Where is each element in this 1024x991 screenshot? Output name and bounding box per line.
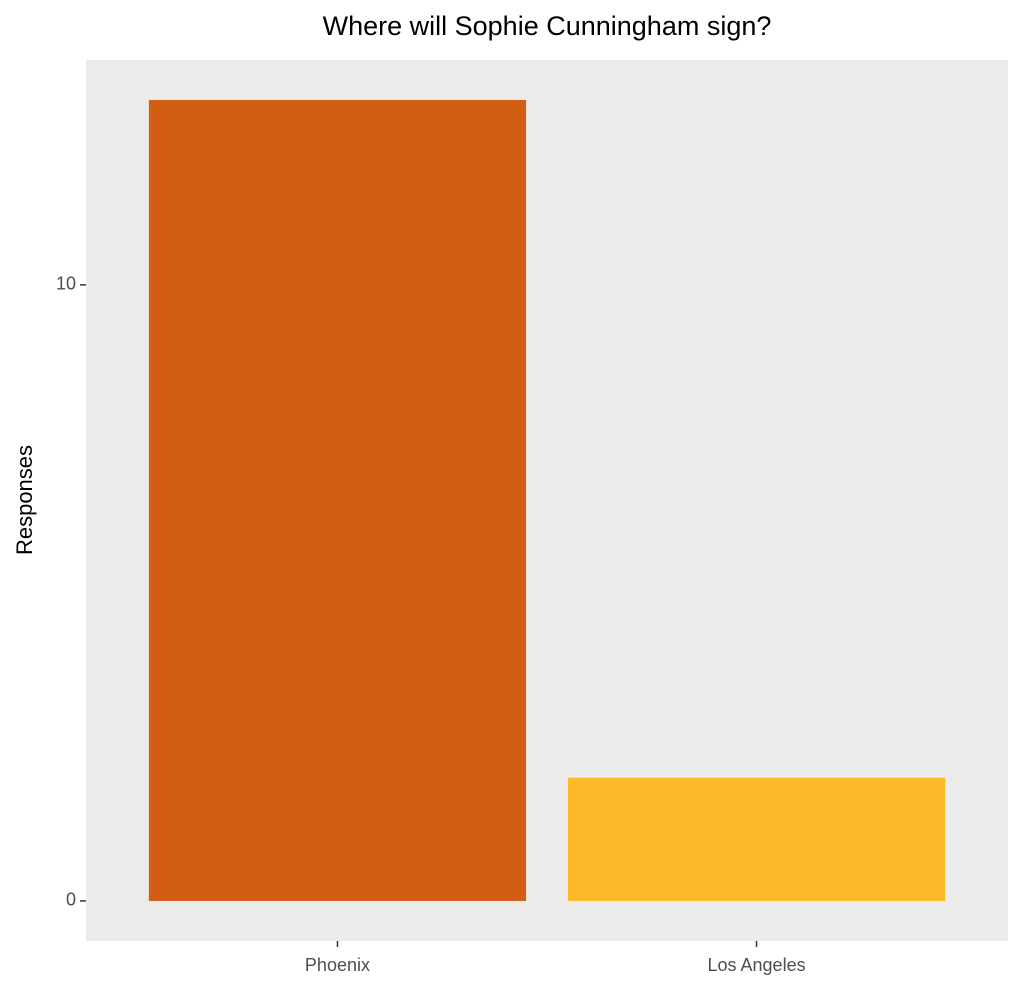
bar [148, 100, 527, 901]
x-tick-label: Phoenix [305, 955, 370, 975]
chart-title: Where will Sophie Cunningham sign? [323, 11, 772, 41]
x-tick-label: Los Angeles [708, 955, 806, 975]
bar [567, 777, 946, 901]
y-tick-label: 0 [66, 890, 76, 910]
y-axis-title: Responses [12, 445, 37, 555]
y-tick-label: 10 [56, 274, 76, 294]
